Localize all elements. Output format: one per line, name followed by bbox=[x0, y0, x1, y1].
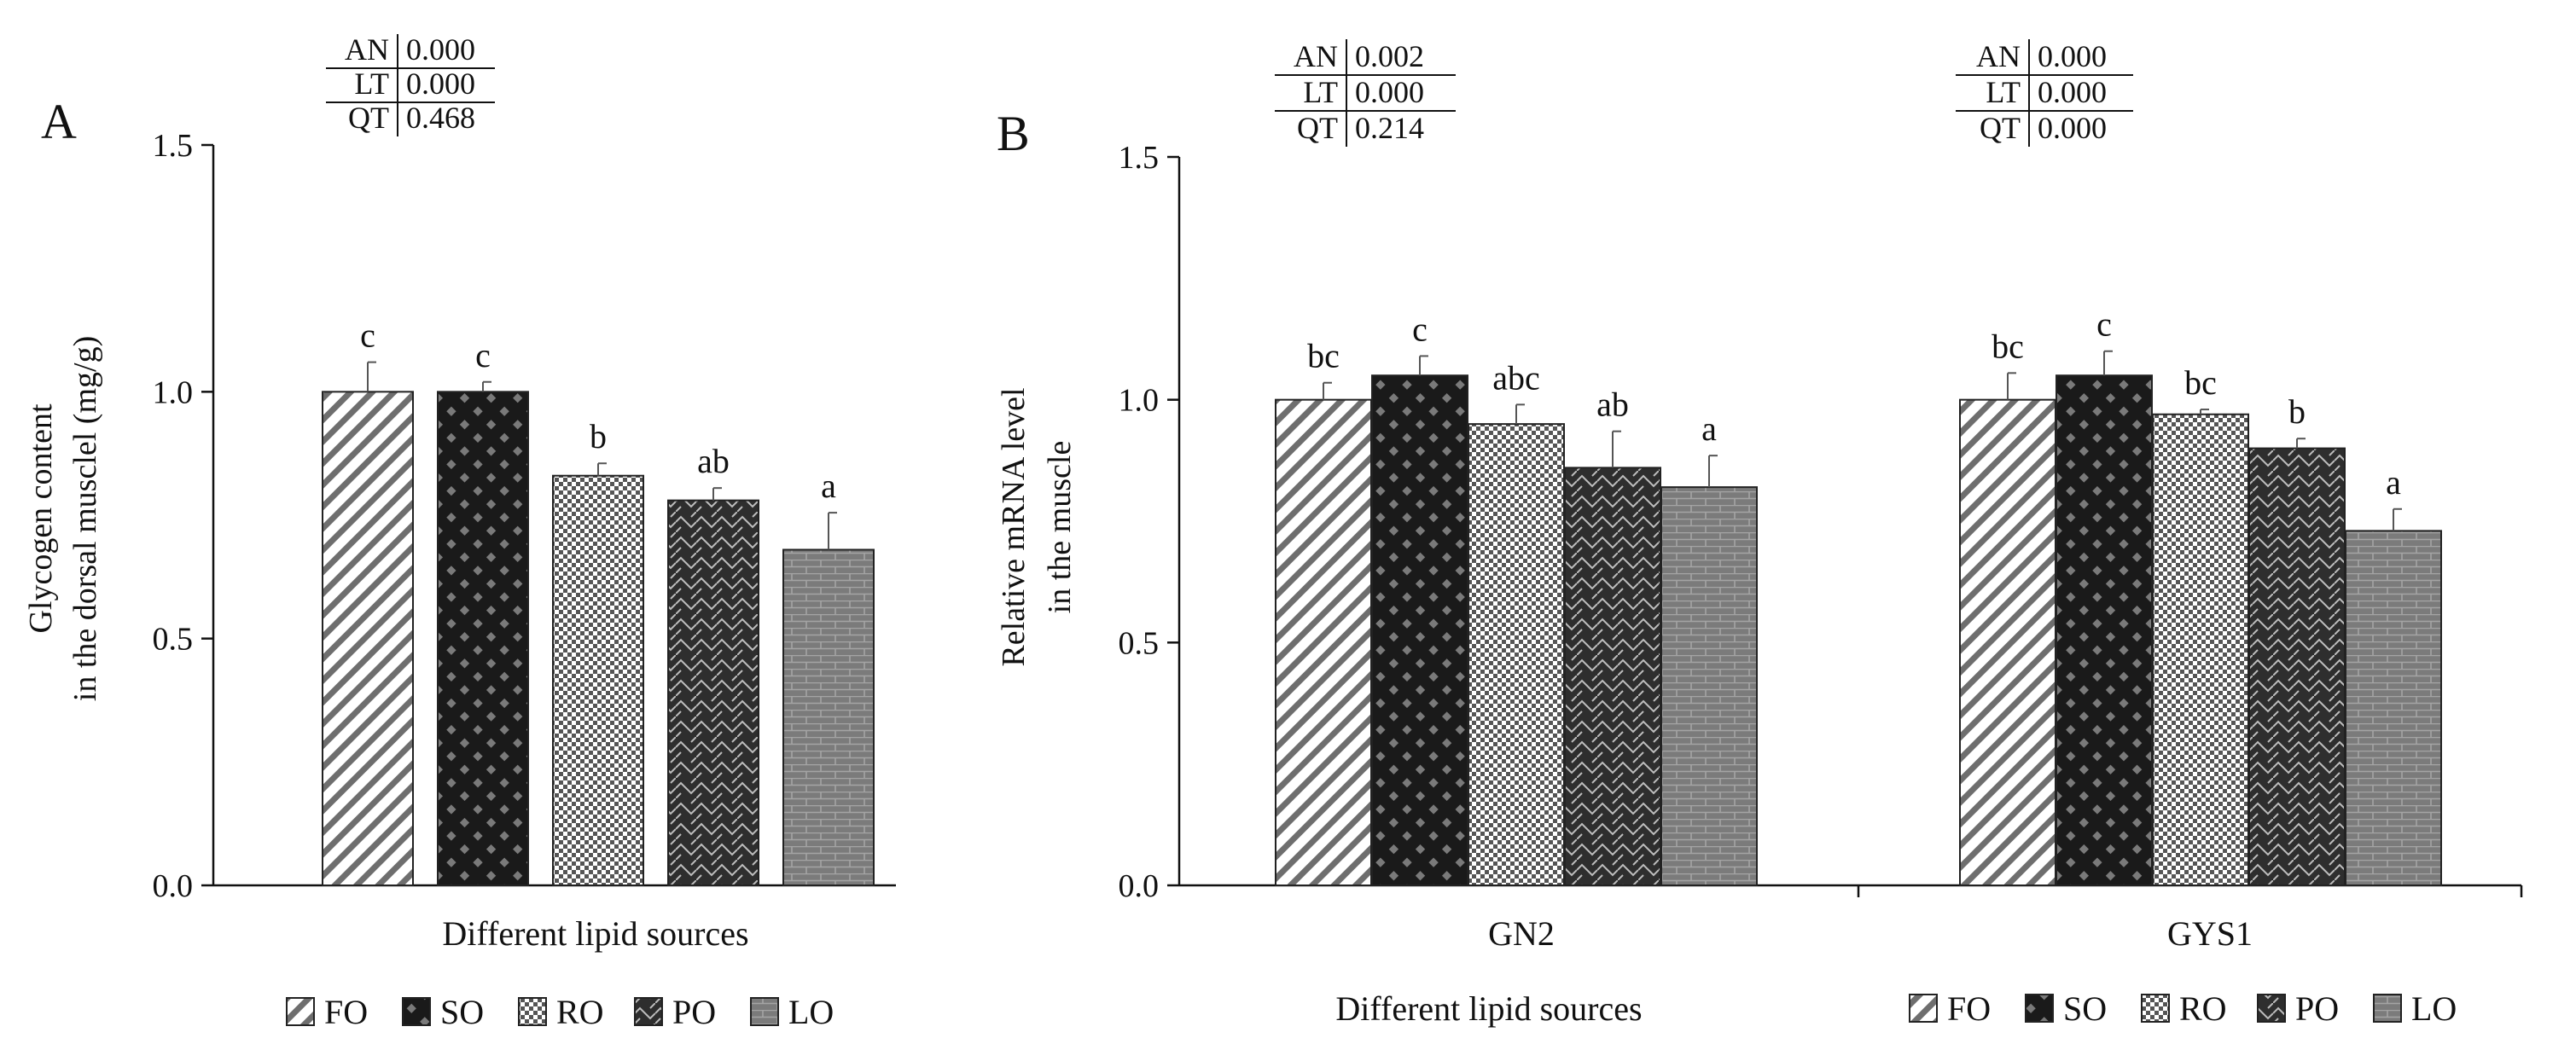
stat-label: QT bbox=[348, 101, 389, 135]
bar-ro bbox=[2152, 413, 2249, 887]
significance-letter: ab bbox=[1596, 386, 1629, 424]
legend-swatch-lo bbox=[750, 997, 779, 1026]
y-tick-label: 0.5 bbox=[153, 622, 194, 658]
legend-label: FO bbox=[1947, 989, 1991, 1028]
bar-ro bbox=[1468, 423, 1565, 886]
significance-letter: bc bbox=[2184, 363, 2217, 402]
panel-b-legend: FO SO RO PO LO bbox=[1909, 989, 2457, 1028]
legend-swatch-ro bbox=[518, 997, 547, 1026]
bar-fo bbox=[322, 391, 414, 887]
stat-value: 0.000 bbox=[1355, 75, 1424, 109]
y-tick-label: 1.5 bbox=[153, 128, 194, 164]
stat-label: AN bbox=[345, 32, 389, 67]
bar-po bbox=[1564, 467, 1661, 887]
panel-a-bars: c c b ab a bbox=[322, 316, 875, 887]
x-axis-title: Different lipid sources bbox=[1335, 989, 1642, 1028]
stat-label: QT bbox=[1980, 111, 2021, 145]
bar-po bbox=[2248, 447, 2346, 886]
panel-b-label: B bbox=[997, 106, 1030, 161]
legend-swatch-fo bbox=[286, 997, 315, 1026]
significance-letter: a bbox=[2386, 463, 2401, 502]
bar-lo bbox=[782, 548, 875, 886]
stat-value: 0.000 bbox=[406, 67, 475, 101]
y-tick-label: 0.0 bbox=[1119, 868, 1160, 904]
legend-swatch-po bbox=[2257, 994, 2286, 1023]
panel-b-stats-table-gn2: AN 0.002 LT 0.000 QT 0.214 bbox=[1275, 39, 1456, 147]
legend-label: RO bbox=[556, 993, 604, 1031]
significance-letter: c bbox=[475, 336, 491, 374]
legend-label: FO bbox=[324, 993, 368, 1031]
stat-value: 0.000 bbox=[2038, 75, 2107, 109]
stat-label: LT bbox=[1986, 75, 2021, 109]
legend-label: PO bbox=[672, 993, 716, 1031]
significance-letter: b bbox=[590, 417, 607, 455]
significance-letter: bc bbox=[1992, 327, 2024, 365]
stat-label: LT bbox=[1303, 75, 1338, 109]
bar-fo bbox=[1275, 398, 1372, 886]
legend-label: SO bbox=[2063, 989, 2107, 1028]
significance-letter: a bbox=[1701, 409, 1717, 448]
stat-value: 0.468 bbox=[406, 101, 475, 135]
legend-swatch-fo bbox=[1909, 994, 1938, 1023]
stat-value: 0.000 bbox=[406, 32, 475, 67]
y-tick-label: 0.0 bbox=[153, 868, 194, 904]
stat-label: QT bbox=[1297, 111, 1338, 145]
stat-value: 0.000 bbox=[2038, 111, 2107, 145]
legend-swatch-so bbox=[402, 997, 431, 1026]
legend-label: RO bbox=[2179, 989, 2227, 1028]
y-axis-title: in the dorsal musclel (mg/g) bbox=[67, 336, 103, 701]
legend-swatch-po bbox=[634, 997, 663, 1026]
legend-swatch-ro bbox=[2141, 994, 2170, 1023]
y-tick-label: 0.5 bbox=[1119, 625, 1160, 661]
bar-ro bbox=[552, 474, 644, 886]
legend-label: LO bbox=[2411, 989, 2457, 1028]
bar-so bbox=[2056, 374, 2153, 886]
bar-lo bbox=[1660, 486, 1758, 886]
panel-a-legend: FO SO RO PO LO bbox=[286, 993, 834, 1031]
group-label-gn2: GN2 bbox=[1488, 914, 1555, 953]
bar-so bbox=[1371, 374, 1468, 886]
legend-label: LO bbox=[788, 993, 834, 1031]
y-tick-label: 1.0 bbox=[153, 374, 194, 410]
panel-a: A AN 0.000 LT 0.000 QT 0.468 Glycogen co… bbox=[23, 32, 896, 1031]
significance-letter: c bbox=[1412, 310, 1428, 348]
group-label-gys1: GYS1 bbox=[2167, 914, 2253, 953]
y-axis-title: Relative mRNA level bbox=[996, 387, 1032, 666]
legend-swatch-lo bbox=[2373, 994, 2402, 1023]
significance-letter: b bbox=[2288, 392, 2306, 431]
significance-letter: abc bbox=[1492, 358, 1540, 397]
bar-po bbox=[667, 499, 759, 886]
bar-so bbox=[437, 391, 529, 887]
legend-label: PO bbox=[2295, 989, 2339, 1028]
stat-label: LT bbox=[354, 67, 389, 101]
significance-letter: a bbox=[821, 467, 836, 505]
y-axis-title: Glycogen content bbox=[23, 403, 59, 634]
x-axis-title: Different lipid sources bbox=[442, 914, 748, 953]
legend-label: SO bbox=[440, 993, 484, 1031]
panel-a-label: A bbox=[41, 94, 77, 149]
stat-label: AN bbox=[1294, 39, 1338, 73]
panel-b: B AN 0.002 LT 0.000 QT 0.214 AN 0.000 LT… bbox=[996, 39, 2523, 1028]
significance-letter: bc bbox=[1307, 337, 1340, 375]
stat-value: 0.000 bbox=[2038, 39, 2107, 73]
significance-letter: c bbox=[360, 316, 375, 355]
y-tick-label: 1.0 bbox=[1119, 383, 1160, 419]
bar-lo bbox=[2345, 530, 2442, 886]
stat-value: 0.002 bbox=[1355, 39, 1424, 73]
legend-swatch-so bbox=[2025, 994, 2054, 1023]
significance-letter: c bbox=[2096, 305, 2112, 344]
panel-b-stats-table-gys1: AN 0.000 LT 0.000 QT 0.000 bbox=[1956, 39, 2133, 147]
panel-a-stats-table: AN 0.000 LT 0.000 QT 0.468 bbox=[326, 32, 495, 136]
significance-letter: ab bbox=[697, 442, 730, 480]
stat-label: AN bbox=[1976, 39, 2021, 73]
stat-value: 0.214 bbox=[1355, 111, 1424, 145]
y-axis-title: in the muscle bbox=[1042, 441, 1078, 614]
y-tick-label: 1.5 bbox=[1119, 140, 1160, 176]
bar-fo bbox=[1959, 398, 2056, 886]
